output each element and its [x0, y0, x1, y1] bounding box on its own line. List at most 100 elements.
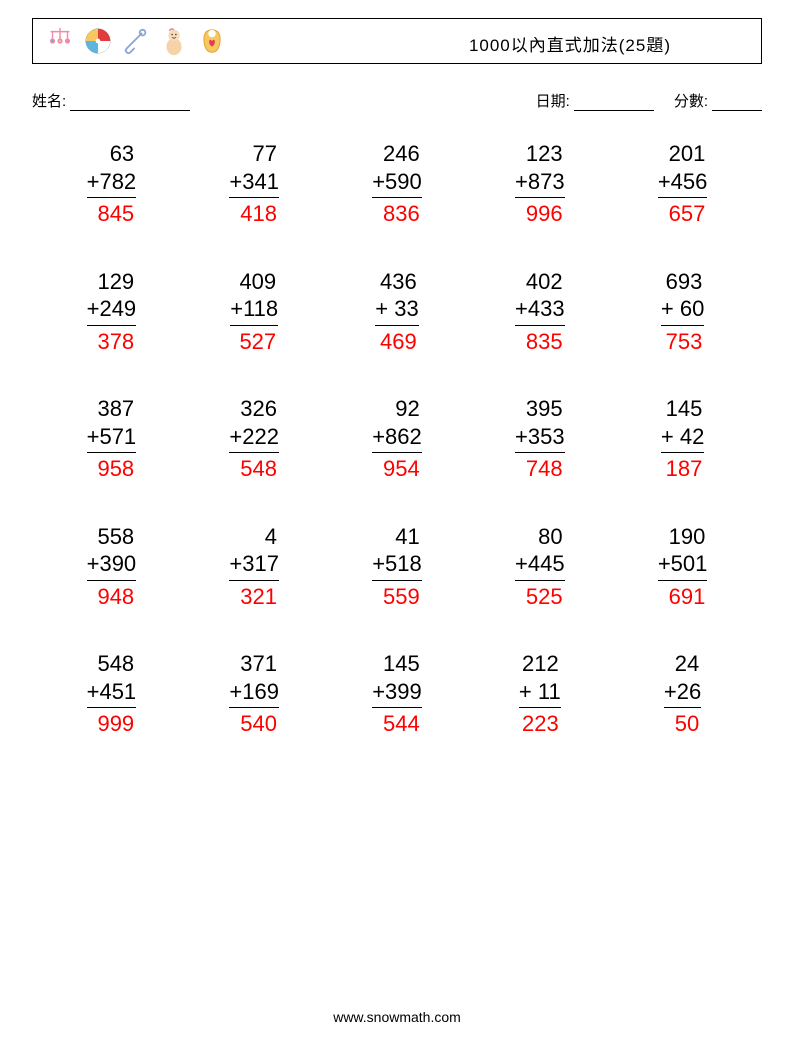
answer: 996 — [515, 200, 565, 228]
problem-inner: 558+390 948 — [87, 523, 137, 611]
problem-inner: 77+341 418 — [229, 140, 279, 228]
problem-inner: 395+353 748 — [515, 395, 565, 483]
rule-line — [661, 325, 704, 326]
rule-line — [661, 452, 704, 453]
problem: 246+590 836 — [326, 140, 469, 228]
problem: 63+782 845 — [40, 140, 183, 228]
rule-line — [372, 707, 422, 708]
operand-b-row: +317 — [229, 550, 279, 578]
rule-line — [515, 197, 565, 198]
operand-b-row: +518 — [372, 550, 422, 578]
problem-inner: 436+ 33 469 — [375, 268, 418, 356]
problem: 24+26 50 — [611, 650, 754, 738]
problem: 548+451 999 — [40, 650, 183, 738]
icon-row — [33, 26, 227, 56]
answer: 691 — [658, 583, 708, 611]
operand-a: 80 — [515, 523, 565, 551]
problem-inner: 24+26 50 — [664, 650, 701, 738]
problem-inner: 548+451 999 — [87, 650, 137, 738]
operand-a: 77 — [229, 140, 279, 168]
problem-inner: 80+445 525 — [515, 523, 565, 611]
answer: 836 — [372, 200, 422, 228]
problem: 123+873 996 — [468, 140, 611, 228]
problem-inner: 201+456 657 — [658, 140, 708, 228]
answer: 954 — [372, 455, 422, 483]
rule-line — [230, 325, 278, 326]
operand-b-row: +433 — [515, 295, 565, 323]
problem-inner: 387+571 958 — [87, 395, 137, 483]
problem: 558+390 948 — [40, 523, 183, 611]
operand-b-row: + 60 — [661, 295, 704, 323]
problem: 395+353 748 — [468, 395, 611, 483]
rule-line — [372, 580, 422, 581]
footer-credit: www.snowmath.com — [0, 1009, 794, 1025]
problem-inner: 246+590 836 — [372, 140, 422, 228]
problem-inner: 145+399 544 — [372, 650, 422, 738]
operand-b-row: +341 — [229, 168, 279, 196]
problem-inner: 92+862 954 — [372, 395, 422, 483]
operand-b-row: +445 — [515, 550, 565, 578]
name-field: 姓名: — [32, 90, 190, 111]
score-line — [712, 97, 762, 111]
problem-inner: 326+222 548 — [229, 395, 279, 483]
problems-grid: 63+782 845 77+341 418 246+590 836 123+87… — [40, 140, 754, 738]
answer: 223 — [519, 710, 561, 738]
problem-inner: 41+518 559 — [372, 523, 422, 611]
answer: 948 — [87, 583, 137, 611]
operand-b-row: +353 — [515, 423, 565, 451]
problem: 190+501 691 — [611, 523, 754, 611]
rule-line — [87, 197, 137, 198]
operand-a: 371 — [229, 650, 279, 678]
date-label: 日期: — [536, 93, 570, 110]
problem-inner: 693+ 60 753 — [661, 268, 704, 356]
name-label: 姓名: — [32, 93, 66, 110]
operand-b-row: +456 — [658, 168, 708, 196]
rule-line — [515, 452, 565, 453]
answer: 835 — [515, 328, 565, 356]
operand-b-row: +399 — [372, 678, 422, 706]
operand-a: 402 — [515, 268, 565, 296]
problem: 436+ 33 469 — [326, 268, 469, 356]
safety-pin-icon — [121, 26, 151, 56]
operand-a: 387 — [87, 395, 137, 423]
operand-a: 92 — [372, 395, 422, 423]
answer: 845 — [87, 200, 137, 228]
problem: 80+445 525 — [468, 523, 611, 611]
rule-line — [375, 325, 418, 326]
rule-line — [372, 452, 422, 453]
problem: 387+571 958 — [40, 395, 183, 483]
operand-b-row: +222 — [229, 423, 279, 451]
problem-inner: 402+433 835 — [515, 268, 565, 356]
answer: 753 — [661, 328, 704, 356]
problem: 145+ 42 187 — [611, 395, 754, 483]
answer: 559 — [372, 583, 422, 611]
problem: 326+222 548 — [183, 395, 326, 483]
problem: 201+456 657 — [611, 140, 754, 228]
answer: 527 — [230, 328, 278, 356]
rule-line — [658, 197, 708, 198]
operand-a: 129 — [87, 268, 137, 296]
rule-line — [515, 325, 565, 326]
problem-inner: 63+782 845 — [87, 140, 137, 228]
operand-b-row: +169 — [229, 678, 279, 706]
rule-line — [664, 707, 701, 708]
operand-a: 145 — [372, 650, 422, 678]
info-row: 姓名: 日期: 分數: — [32, 90, 762, 111]
operand-b-row: +571 — [87, 423, 137, 451]
operand-a: 4 — [229, 523, 279, 551]
operand-b-row: +590 — [372, 168, 422, 196]
operand-b-row: +451 — [87, 678, 137, 706]
operand-b-row: + 33 — [375, 295, 418, 323]
rule-line — [229, 707, 279, 708]
answer: 525 — [515, 583, 565, 611]
answer: 999 — [87, 710, 137, 738]
answer: 657 — [658, 200, 708, 228]
problem: 402+433 835 — [468, 268, 611, 356]
rule-line — [87, 325, 137, 326]
answer: 540 — [229, 710, 279, 738]
problem-inner: 123+873 996 — [515, 140, 565, 228]
bib-heart-icon — [197, 26, 227, 56]
operand-a: 548 — [87, 650, 137, 678]
problem: 409+118 527 — [183, 268, 326, 356]
answer: 548 — [229, 455, 279, 483]
